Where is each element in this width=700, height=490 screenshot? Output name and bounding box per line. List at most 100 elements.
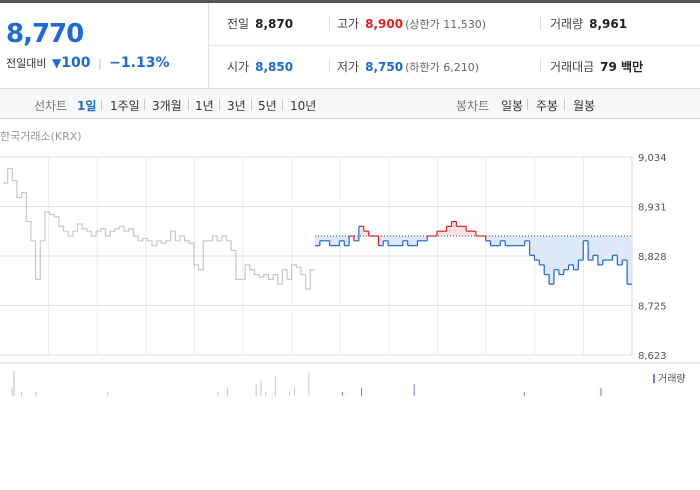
- tab-1year[interactable]: 1년: [195, 99, 214, 113]
- below-reference-fill: [422, 236, 428, 241]
- low-label: 저가: [337, 60, 360, 74]
- trade-value-label: 거래대금: [550, 60, 595, 74]
- open-value: 8,850: [255, 60, 294, 74]
- above-reference-fill: [461, 226, 467, 237]
- line-chart-label: 선차트: [34, 99, 68, 113]
- below-reference-fill: [329, 236, 335, 246]
- change-line: 전일대비 ▼100 | −1.13%: [6, 55, 169, 71]
- prev-close: 전일 8,870: [227, 15, 293, 32]
- candle-chart-label: 봉차트: [456, 99, 490, 113]
- lower-limit: (하한가 6,210): [405, 61, 479, 74]
- tab-3year[interactable]: 3년: [227, 99, 246, 113]
- tab-1day[interactable]: 1일: [77, 99, 97, 113]
- below-reference-fill: [378, 236, 384, 246]
- below-reference-fill: [617, 236, 623, 265]
- price-summary: 8,770 전일대비 ▼100 | −1.13%: [0, 3, 209, 88]
- period-tabs-bar: 선차트 1일 1주일 3개월 1년 3년 5년 10년 봉차트 일봉 주봉 월봉: [0, 88, 700, 119]
- high-value: 8,900: [365, 17, 404, 31]
- stats-panel: 전일 8,870 고가 8,900 (상한가 11,530) 거래량 8,961 시가 8…: [209, 3, 700, 88]
- below-reference-fill: [315, 236, 320, 246]
- below-reference-fill: [627, 236, 632, 285]
- below-reference-fill: [388, 236, 394, 246]
- volume: 거래량 8,961: [550, 15, 627, 32]
- divider: [251, 99, 252, 110]
- above-reference-fill: [456, 226, 462, 237]
- divider: |: [97, 57, 102, 70]
- below-reference-fill: [354, 236, 359, 241]
- tab-10year[interactable]: 10년: [290, 99, 317, 113]
- current-price: 8,770: [6, 19, 84, 49]
- volume-legend-swatch: [653, 374, 655, 383]
- below-reference-fill: [339, 236, 345, 241]
- divider: [329, 16, 330, 30]
- trade-value-amount: 79 백만: [600, 60, 644, 74]
- below-reference-fill: [334, 236, 340, 246]
- price-chart: 한국거래소(KRX) 9,034 8,931 8,828 8,725 8,623 거래량: [0, 130, 700, 396]
- below-reference-fill: [583, 236, 589, 241]
- tab-5year[interactable]: 5년: [258, 99, 277, 113]
- chart-grid: [0, 156, 700, 364]
- high-price: 고가 8,900 (상한가 11,530): [337, 15, 486, 32]
- tab-weekly-candle[interactable]: 주봉: [536, 99, 559, 113]
- tab-daily-candle[interactable]: 일봉: [501, 99, 524, 113]
- tab-1week[interactable]: 1주일: [110, 99, 140, 113]
- below-reference-fill: [510, 236, 515, 246]
- above-reference-fill: [363, 231, 369, 237]
- below-reference-fill: [578, 236, 584, 261]
- below-reference-fill: [393, 236, 398, 246]
- upper-limit: (상한가 11,530): [405, 18, 486, 31]
- y-tick-label: 9,034: [638, 153, 667, 164]
- below-reference-fill: [549, 236, 554, 285]
- below-reference-fill: [324, 236, 330, 241]
- high-label: 고가: [337, 17, 360, 31]
- below-reference-fill: [383, 236, 389, 241]
- below-reference-fill: [612, 236, 618, 256]
- below-reference-fill: [514, 236, 520, 246]
- y-tick-label: 8,725: [638, 302, 667, 313]
- below-reference-fill: [558, 236, 564, 275]
- above-reference-fill: [471, 231, 476, 237]
- below-reference-fill: [553, 236, 559, 270]
- divider: [527, 99, 528, 110]
- divider: [329, 59, 330, 73]
- below-reference-fill: [568, 236, 574, 265]
- below-reference-fill: [344, 236, 350, 246]
- tab-monthly-candle[interactable]: 월봉: [573, 99, 596, 113]
- down-triangle-icon: ▼: [51, 56, 62, 70]
- stats-row: 시가 8,850 저가 8,750 (하한가 6,210) 거래대금 79 백만: [209, 46, 700, 88]
- below-reference-fill: [485, 236, 491, 241]
- below-reference-fill: [500, 236, 506, 241]
- below-reference-fill: [319, 236, 325, 241]
- open-label: 시가: [227, 60, 250, 74]
- above-reference-fill: [466, 231, 472, 237]
- volume-bars: [11, 371, 602, 396]
- above-reference-fill: [451, 221, 457, 237]
- below-reference-fill: [539, 236, 545, 265]
- y-tick-label: 8,828: [638, 252, 667, 263]
- low-price: 저가 8,750 (하한가 6,210): [337, 58, 479, 75]
- below-reference-fill: [597, 236, 603, 265]
- below-reference-fill: [588, 236, 593, 261]
- volume-legend-label: 거래량: [658, 373, 686, 385]
- volume-value: 8,961: [589, 17, 628, 31]
- below-reference-fill: [592, 236, 598, 256]
- divider: [101, 99, 102, 110]
- y-axis-ticks: 9,034 8,931 8,828 8,725 8,623: [638, 153, 667, 362]
- divider: [188, 99, 189, 110]
- below-reference-fill: [563, 236, 569, 270]
- divider: [540, 16, 541, 30]
- tab-3month[interactable]: 3개월: [152, 99, 182, 113]
- low-value: 8,750: [365, 60, 404, 74]
- below-reference-fill: [524, 236, 530, 241]
- divider: [282, 99, 283, 110]
- below-reference-fill: [397, 236, 403, 246]
- change-value: 100: [61, 55, 91, 71]
- below-reference-fill: [622, 236, 628, 261]
- top-border: [0, 0, 700, 3]
- below-reference-fill: [417, 236, 423, 241]
- above-reference-fill: [446, 226, 452, 237]
- y-tick-label: 8,623: [638, 351, 667, 362]
- prev-day-price-line: [3, 167, 315, 290]
- below-reference-fill: [402, 236, 408, 241]
- below-reference-fill: [607, 236, 613, 261]
